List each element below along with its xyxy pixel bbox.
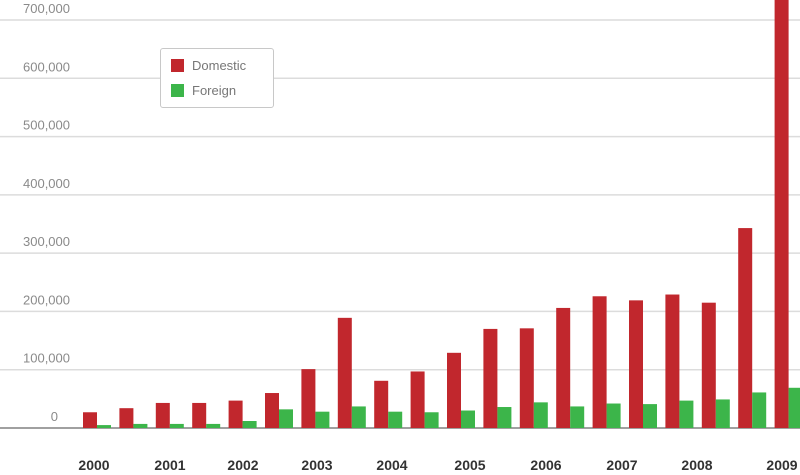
y-tick-label: 700,000: [23, 1, 70, 16]
bar-domestic: [629, 300, 643, 428]
legend-label-domestic: Domestic: [192, 58, 247, 73]
legend: Domestic Foreign: [160, 48, 274, 108]
bar-domestic: [337, 317, 352, 428]
x-tick-label: 2005: [454, 457, 485, 473]
bar-domestic: [592, 296, 607, 428]
bar-foreign: [570, 406, 585, 428]
bar-foreign: [752, 392, 767, 428]
y-tick-label: 400,000: [23, 176, 70, 191]
bar-domestic: [665, 294, 680, 428]
bar-domestic: [738, 228, 753, 428]
bar-domestic: [374, 380, 389, 428]
bar-foreign: [497, 407, 512, 428]
bar-domestic: [701, 302, 716, 428]
y-tick-label: 100,000: [23, 351, 70, 366]
bar-foreign: [461, 410, 475, 428]
bar-foreign: [606, 403, 621, 428]
y-tick-label: 500,000: [23, 118, 70, 133]
y-tick-label: 600,000: [23, 59, 70, 74]
x-axis-ticks: 2000 2001 2002 2003 2004 2005 2006 2007 2008 2009: [78, 457, 797, 473]
bar-foreign: [351, 406, 366, 428]
bar-foreign: [643, 404, 657, 428]
y-tick-label: 300,000: [23, 234, 70, 249]
bar-foreign: [424, 412, 439, 428]
legend-label-foreign: Foreign: [192, 83, 237, 98]
x-tick-label: 2000: [78, 457, 109, 473]
y-axis-ticks: 0 100,000 200,000 300,000 400,000 500,000 600,…: [23, 1, 70, 424]
legend-item-domestic: Domestic: [171, 58, 246, 73]
bars: [83, 0, 800, 428]
bar-domestic: [774, 0, 789, 428]
bar-foreign: [788, 387, 800, 428]
bar-foreign: [679, 400, 694, 428]
bar-foreign: [242, 421, 257, 428]
bar-domestic: [119, 408, 134, 428]
bar-foreign: [206, 423, 221, 428]
bar-domestic: [265, 393, 279, 428]
x-tick-label: 2003: [301, 457, 332, 473]
legend-swatch-foreign: [171, 84, 184, 97]
x-tick-label: 2004: [376, 457, 407, 473]
bar-foreign: [388, 411, 403, 428]
bar-foreign: [315, 411, 330, 428]
bar-domestic: [519, 328, 534, 428]
bar-domestic: [556, 307, 571, 428]
bar-domestic: [228, 400, 243, 428]
x-tick-label: 2008: [681, 457, 712, 473]
x-tick-label: 2009: [766, 457, 797, 473]
bar-domestic: [410, 371, 425, 428]
gridlines: [0, 19, 800, 429]
bar-domestic: [447, 352, 461, 428]
bar-domestic: [192, 402, 207, 428]
bar-domestic: [83, 412, 97, 428]
x-tick-label: 2007: [606, 457, 637, 473]
x-tick-label: 2006: [530, 457, 561, 473]
bar-foreign: [169, 423, 184, 428]
y-tick-label: 200,000: [23, 292, 70, 307]
x-tick-label: 2002: [227, 457, 258, 473]
legend-swatch-domestic: [171, 59, 184, 72]
legend-item-foreign: Foreign: [171, 83, 236, 98]
y-tick-label: 0: [51, 409, 58, 424]
x-tick-label: 2001: [154, 457, 185, 473]
bar-domestic: [155, 402, 170, 428]
bar-domestic: [301, 369, 316, 428]
bar-foreign: [715, 399, 730, 428]
bar-foreign: [279, 409, 293, 428]
bar-foreign: [133, 423, 148, 428]
bar-domestic: [483, 328, 498, 428]
bar-foreign: [97, 425, 111, 428]
bar-foreign: [533, 402, 548, 428]
